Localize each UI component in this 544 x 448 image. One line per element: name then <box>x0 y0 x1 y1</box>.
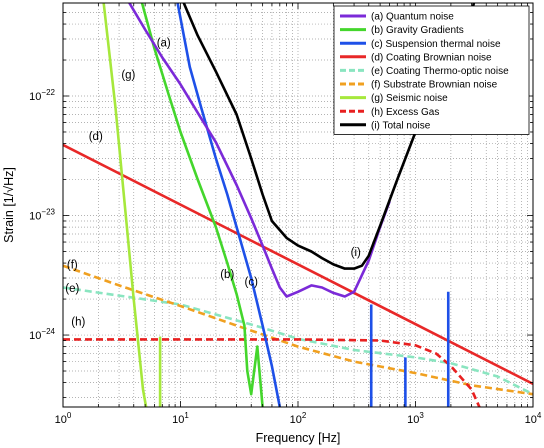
series-line-quantum-noise <box>127 3 391 298</box>
series-line-suspension-thermal-noise <box>176 3 282 407</box>
legend-box <box>333 5 530 135</box>
series-line-coating-brownian-noise <box>63 143 533 386</box>
legend-label-substrate-brownian-noise: (f) Substrate Brownian noise <box>371 80 498 91</box>
legend-label-excess-gas: (h) Excess Gas <box>371 107 439 118</box>
x-tick-label: 101 <box>172 411 189 426</box>
curve-annotation: (e) <box>65 283 79 295</box>
x-tick-label: 102 <box>290 411 307 426</box>
curve-annotation: (g) <box>121 70 135 82</box>
series-line-substrate-brownian-noise <box>63 264 533 396</box>
curve-annotation: (f) <box>67 260 78 272</box>
legend-label-suspension-thermal-noise: (c) Suspension thermal noise <box>371 39 501 50</box>
annotation-layer: (a) (g) (d) (f) (e) (h) (b) (c) (i) <box>65 37 361 328</box>
legend-label-total-noise: (i) Total noise <box>371 120 431 131</box>
curve-annotation: (i) <box>351 247 361 259</box>
series-line-seismic-noise <box>102 3 148 407</box>
x-axis-label: Frequency [Hz] <box>256 431 341 445</box>
y-tick-label: 10−24 <box>29 327 55 342</box>
legend-label-seismic-noise: (g) Seismic noise <box>371 93 448 104</box>
grid <box>62 2 533 407</box>
y-tick-label: 10−22 <box>29 88 55 103</box>
curve-annotation: (c) <box>245 276 259 288</box>
x-tick-label: 104 <box>525 411 542 426</box>
series-line-coating-thermo-optic-noise <box>63 286 533 396</box>
curve-annotation: (b) <box>220 269 234 281</box>
x-tick-label: 103 <box>407 411 424 426</box>
legend-label-coating-thermo-optic-noise: (e) Coating Thermo-optic noise <box>371 66 509 77</box>
tick-layer: 100 101 102 103 104 10−24 10−23 10−22 <box>29 2 542 426</box>
legend: (a) Quantum noise (b) Gravity Gradients (c… <box>333 5 530 135</box>
legend-label-quantum-noise: (a) Quantum noise <box>371 12 454 23</box>
series-line-excess-gas <box>63 338 481 407</box>
x-tick-label: 100 <box>55 411 72 426</box>
y-axis-label: Strain [1/√Hz] <box>2 167 16 243</box>
curve-annotation: (d) <box>89 131 103 143</box>
series-line-gravity-gradients <box>140 3 264 407</box>
legend-label-coating-brownian-noise: (d) Coating Brownian noise <box>371 52 492 63</box>
legend-label-gravity-gradients: (b) Gravity Gradients <box>371 25 464 36</box>
y-tick-label: 10−23 <box>29 208 55 223</box>
curve-annotation: (a) <box>157 37 171 49</box>
curve-annotation: (h) <box>71 317 85 329</box>
